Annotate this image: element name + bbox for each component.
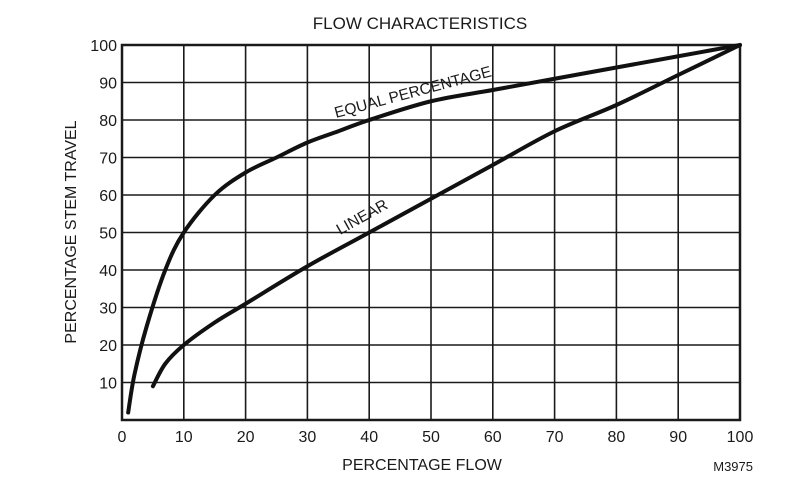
x-tick-label: 90	[669, 429, 687, 446]
x-tick-label: 10	[175, 429, 193, 446]
y-tick-label: 40	[99, 263, 117, 280]
plot-frame	[120, 43, 742, 422]
x-tick-label: 0	[118, 429, 127, 446]
x-tick-label: 100	[727, 429, 754, 446]
x-tick-label: 20	[237, 429, 255, 446]
y-axis-label: PERCENTAGE STEM TRAVEL	[63, 120, 80, 343]
y-tick-label: 10	[99, 376, 117, 393]
x-tick-label: 70	[546, 429, 564, 446]
y-tick-label: 100	[90, 38, 117, 55]
figure-code: M3975	[713, 459, 753, 474]
x-tick-labels: 0 10 20 30 40 50 60 70 80 90 100	[118, 429, 754, 446]
chart-grid	[122, 45, 740, 420]
y-tick-label: 30	[99, 301, 117, 318]
chart-title: FLOW CHARACTERISTICS	[313, 14, 527, 33]
equal-percentage-line	[126, 43, 742, 415]
x-tick-label: 30	[299, 429, 317, 446]
y-tick-labels: 10 20 30 40 50 60 70 80 90 100	[90, 38, 117, 393]
y-tick-label: 80	[99, 113, 117, 130]
series-lines	[126, 43, 742, 415]
x-tick-label: 80	[608, 429, 626, 446]
y-tick-label: 20	[99, 338, 117, 355]
x-tick-label: 60	[484, 429, 502, 446]
y-tick-label: 90	[99, 76, 117, 93]
x-tick-label: 40	[360, 429, 378, 446]
y-tick-label: 70	[99, 151, 117, 168]
x-axis-label: PERCENTAGE FLOW	[342, 457, 503, 474]
x-tick-label: 50	[422, 429, 440, 446]
linear-line	[150, 43, 742, 389]
y-tick-label: 60	[99, 188, 117, 205]
y-tick-label: 50	[99, 226, 117, 243]
